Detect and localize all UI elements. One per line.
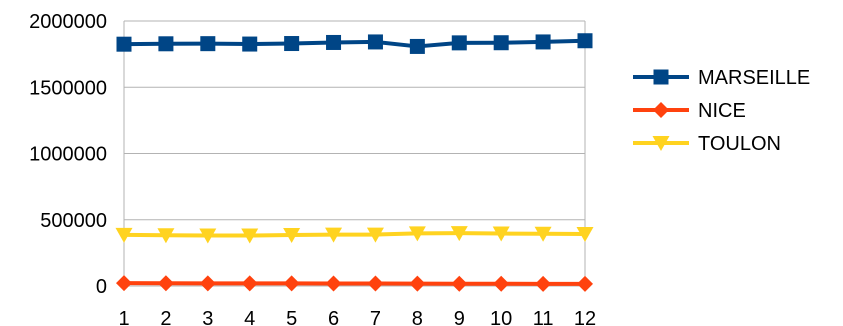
data-point-toulon bbox=[450, 226, 468, 242]
legend-marker-toulon bbox=[652, 136, 670, 151]
y-tick-label: 1000000 bbox=[29, 144, 107, 166]
y-tick-label: 1500000 bbox=[29, 77, 107, 99]
legend-marker-marseille bbox=[653, 69, 669, 85]
data-point-toulon bbox=[534, 226, 552, 242]
data-point-toulon bbox=[325, 227, 343, 243]
x-tick-label: 9 bbox=[454, 308, 465, 326]
data-point-toulon bbox=[366, 227, 384, 243]
data-point-nice bbox=[157, 275, 174, 292]
data-point-nice bbox=[241, 275, 258, 292]
data-point-marseille bbox=[577, 33, 593, 49]
data-point-toulon bbox=[283, 227, 301, 243]
data-point-marseille bbox=[242, 36, 258, 52]
x-tick-label: 6 bbox=[328, 308, 339, 326]
x-tick-label: 2 bbox=[160, 308, 171, 326]
x-tick-label: 10 bbox=[490, 308, 512, 326]
data-point-marseille bbox=[158, 36, 174, 52]
data-point-nice bbox=[199, 275, 216, 292]
x-tick-label: 4 bbox=[244, 308, 255, 326]
data-point-marseille bbox=[535, 34, 551, 50]
legend-label-marseille: MARSEILLE bbox=[698, 67, 810, 89]
data-point-marseille bbox=[409, 38, 425, 54]
data-point-nice bbox=[116, 275, 132, 292]
data-point-nice bbox=[325, 275, 342, 292]
data-point-toulon bbox=[157, 228, 175, 244]
data-point-marseille bbox=[493, 35, 509, 51]
data-point-toulon bbox=[199, 228, 217, 244]
data-point-nice bbox=[451, 275, 468, 292]
legend-label-nice: NICE bbox=[698, 100, 746, 122]
legend-item-nice: NICE bbox=[633, 100, 746, 122]
legend: MARSEILLE NICE TOULON bbox=[633, 67, 810, 155]
series-line-nice bbox=[123, 281, 585, 286]
data-point-nice bbox=[283, 275, 300, 292]
x-tick-label: 7 bbox=[370, 308, 381, 326]
legend-item-marseille: MARSEILLE bbox=[633, 67, 810, 89]
series-line-toulon bbox=[123, 231, 586, 238]
legend-item-toulon: TOULON bbox=[633, 133, 781, 155]
y-tick-label: 2000000 bbox=[29, 11, 107, 33]
series-line-marseille bbox=[123, 38, 586, 49]
x-tick-label: 12 bbox=[574, 308, 596, 326]
data-point-toulon bbox=[115, 227, 133, 243]
data-point-nice bbox=[493, 275, 510, 292]
x-tick-label: 3 bbox=[202, 308, 213, 326]
data-point-nice bbox=[367, 275, 384, 292]
series-marseille bbox=[116, 33, 593, 54]
grid-lines bbox=[124, 20, 586, 287]
data-point-marseille bbox=[451, 35, 467, 51]
data-point-marseille bbox=[367, 34, 383, 50]
data-point-toulon bbox=[492, 226, 510, 242]
x-tick-label: 1 bbox=[118, 308, 129, 326]
x-tick-label: 5 bbox=[286, 308, 297, 326]
series-layer bbox=[115, 33, 594, 292]
data-point-nice bbox=[409, 275, 426, 292]
data-point-toulon bbox=[241, 228, 259, 244]
series-nice bbox=[116, 275, 593, 292]
x-tick-label: 11 bbox=[533, 308, 554, 326]
series-toulon bbox=[115, 226, 594, 244]
data-point-nice bbox=[535, 275, 552, 292]
data-point-marseille bbox=[284, 36, 300, 52]
y-axis: 0 500000 1000000 1500000 2000000 bbox=[29, 11, 125, 298]
data-point-marseille bbox=[116, 36, 132, 52]
y-tick-label: 0 bbox=[96, 276, 107, 298]
legend-marker-nice bbox=[653, 102, 669, 118]
data-point-nice bbox=[577, 275, 593, 292]
data-point-toulon bbox=[408, 226, 426, 242]
legend-label-toulon: TOULON bbox=[698, 133, 781, 155]
x-tick-label: 8 bbox=[412, 308, 423, 326]
y-tick-label: 500000 bbox=[40, 210, 107, 232]
data-point-marseille bbox=[326, 34, 342, 50]
data-point-toulon bbox=[576, 227, 594, 243]
x-axis: 1 2 3 4 5 6 7 8 9 10 11 12 bbox=[118, 308, 596, 326]
data-point-marseille bbox=[200, 36, 216, 52]
